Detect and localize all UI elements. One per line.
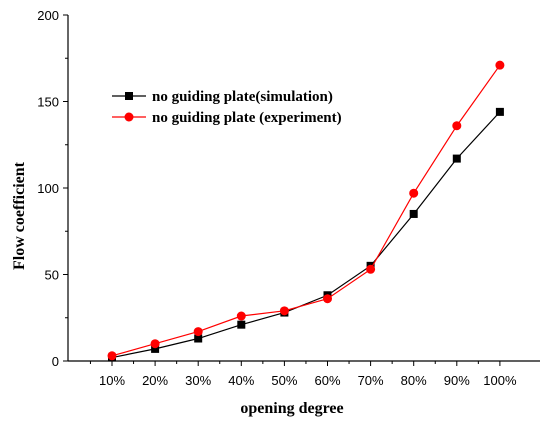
data-point-circle [366,264,376,274]
legend: no guiding plate(simulation) no guiding p… [112,89,342,126]
series-2 [107,60,505,361]
axes [67,15,540,362]
y-ticks: 0 50 100 150 200 [37,8,68,369]
y-axis-title: Flow coefficient [11,161,28,270]
x-axis-title: opening degree [240,400,343,417]
series-line [111,64,501,357]
data-point-circle [279,306,289,316]
x-ticks: 10% 20% 30% 40% 50% 60% 70% 80% 90% 100% [89,361,517,388]
x-tick-label: 10% [99,373,125,388]
data-point-square [452,154,461,163]
data-point-circle [495,60,505,70]
x-tick-label: 80% [401,373,427,388]
data-point-circle [236,311,246,321]
x-tick-label: 40% [228,373,254,388]
legend-item: no guiding plate(simulation) [112,89,333,105]
data-point-circle [124,112,134,122]
y-tick-label: 0 [52,354,59,369]
y-tick-label: 50 [45,268,59,283]
series-line [111,111,501,359]
data-point-circle [409,188,419,198]
data-point-square [125,92,133,100]
data-point-circle [452,121,462,131]
x-tick-label: 50% [271,373,297,388]
y-tick-label: 150 [37,95,59,110]
series-layer [107,60,505,362]
data-point-circle [323,294,332,304]
data-point-square [194,334,203,343]
data-point-square [151,344,160,353]
x-tick-label: 70% [358,373,384,388]
legend-label: no guiding plate(simulation) [152,89,333,105]
x-tick-label: 100% [483,373,517,388]
legend-item: no guiding plate (experiment) [112,110,342,126]
legend-label: no guiding plate (experiment) [152,110,342,126]
x-tick-label: 60% [314,373,340,388]
x-tick-label: 20% [142,373,168,388]
x-tick-label: 90% [444,373,470,388]
y-tick-label: 200 [37,8,59,23]
y-tick-label: 100 [37,181,59,196]
data-point-square [495,107,504,116]
data-point-circle [107,351,117,361]
data-point-circle [150,339,160,349]
data-point-square [409,209,418,218]
x-tick-label: 30% [185,373,211,388]
data-point-square [237,320,246,329]
data-point-circle [193,327,203,337]
